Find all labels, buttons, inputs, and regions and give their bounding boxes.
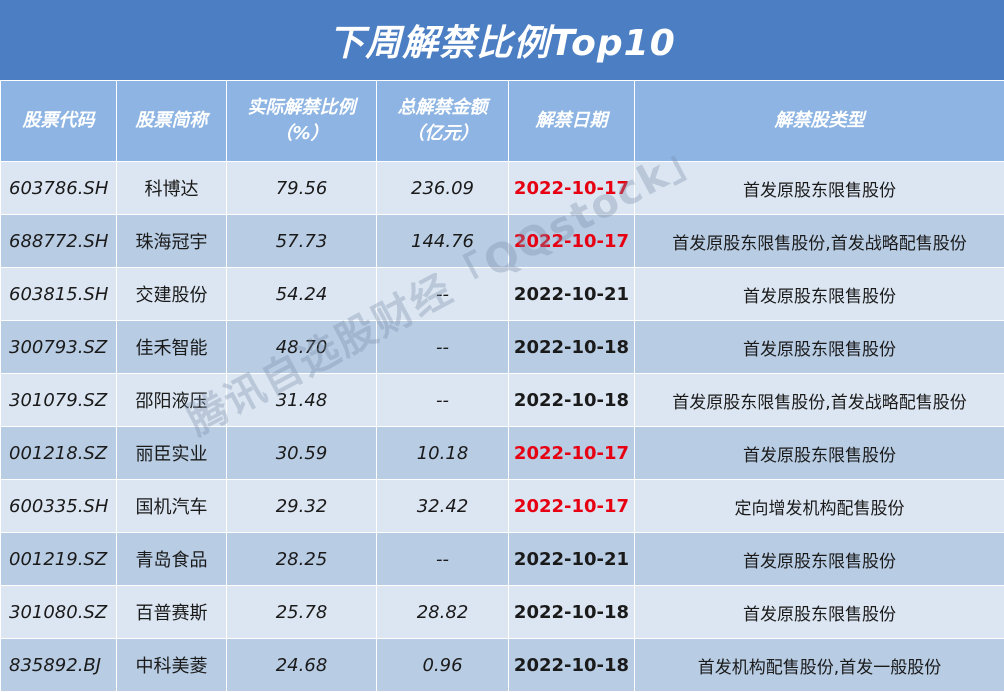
cell-code: 835892.BJ <box>1 639 117 692</box>
cell-name: 百普赛斯 <box>117 586 227 639</box>
cell-amount: 32.42 <box>377 480 509 533</box>
cell-ratio: 54.24 <box>227 268 377 321</box>
cell-date: 2022-10-17 <box>509 215 635 268</box>
cell-amount: -- <box>377 321 509 374</box>
header-ratio-line1: 实际解禁比例 <box>227 95 376 121</box>
cell-amount: 28.82 <box>377 586 509 639</box>
cell-date: 2022-10-17 <box>509 480 635 533</box>
cell-amount: 236.09 <box>377 162 509 215</box>
cell-type: 首发原股东限售股份 <box>635 268 1004 321</box>
cell-date: 2022-10-21 <box>509 533 635 586</box>
cell-ratio: 28.25 <box>227 533 377 586</box>
cell-name: 佳禾智能 <box>117 321 227 374</box>
cell-code: 001219.SZ <box>1 533 117 586</box>
cell-name: 青岛食品 <box>117 533 227 586</box>
cell-type: 首发原股东限售股份,首发战略配售股份 <box>635 374 1004 427</box>
header-code: 股票代码 <box>1 81 117 162</box>
cell-ratio: 31.48 <box>227 374 377 427</box>
table-header-row: 股票代码 股票简称 实际解禁比例 （%） 总解禁金额 （亿元） 解禁日期 解禁股… <box>1 81 1004 162</box>
cell-type: 首发原股东限售股份 <box>635 427 1004 480</box>
cell-code: 600335.SH <box>1 480 117 533</box>
cell-ratio: 30.59 <box>227 427 377 480</box>
cell-type: 首发机构配售股份,首发一般股份 <box>635 639 1004 692</box>
cell-name: 科博达 <box>117 162 227 215</box>
cell-code: 688772.SH <box>1 215 117 268</box>
header-name: 股票简称 <box>117 81 227 162</box>
cell-amount: -- <box>377 268 509 321</box>
cell-type: 首发原股东限售股份 <box>635 162 1004 215</box>
cell-date: 2022-10-17 <box>509 162 635 215</box>
header-amount-line2: （亿元） <box>377 121 508 147</box>
cell-amount: -- <box>377 533 509 586</box>
unlock-table: 股票代码 股票简称 实际解禁比例 （%） 总解禁金额 （亿元） 解禁日期 解禁股… <box>0 80 1004 692</box>
cell-code: 301079.SZ <box>1 374 117 427</box>
cell-date: 2022-10-17 <box>509 427 635 480</box>
cell-date: 2022-10-18 <box>509 321 635 374</box>
cell-ratio: 48.70 <box>227 321 377 374</box>
header-type: 解禁股类型 <box>635 81 1004 162</box>
cell-name: 丽臣实业 <box>117 427 227 480</box>
cell-name: 邵阳液压 <box>117 374 227 427</box>
cell-ratio: 24.68 <box>227 639 377 692</box>
cell-amount: 10.18 <box>377 427 509 480</box>
cell-amount: 144.76 <box>377 215 509 268</box>
cell-code: 603815.SH <box>1 268 117 321</box>
cell-date: 2022-10-18 <box>509 639 635 692</box>
cell-date: 2022-10-18 <box>509 374 635 427</box>
cell-amount: 0.96 <box>377 639 509 692</box>
cell-date: 2022-10-18 <box>509 586 635 639</box>
header-ratio-line2: （%） <box>227 121 376 147</box>
cell-code: 001218.SZ <box>1 427 117 480</box>
cell-name: 国机汽车 <box>117 480 227 533</box>
cell-name: 交建股份 <box>117 268 227 321</box>
header-ratio: 实际解禁比例 （%） <box>227 81 377 162</box>
header-date: 解禁日期 <box>509 81 635 162</box>
header-amount: 总解禁金额 （亿元） <box>377 81 509 162</box>
cell-type: 首发原股东限售股份 <box>635 533 1004 586</box>
cell-ratio: 25.78 <box>227 586 377 639</box>
cell-type: 首发原股东限售股份 <box>635 321 1004 374</box>
cell-type: 首发原股东限售股份 <box>635 586 1004 639</box>
cell-code: 300793.SZ <box>1 321 117 374</box>
cell-date: 2022-10-21 <box>509 268 635 321</box>
cell-name: 中科美菱 <box>117 639 227 692</box>
cell-ratio: 29.32 <box>227 480 377 533</box>
cell-name: 珠海冠宇 <box>117 215 227 268</box>
page-title: 下周解禁比例Top10 <box>328 14 676 66</box>
cell-type: 首发原股东限售股份,首发战略配售股份 <box>635 215 1004 268</box>
title-bar: 下周解禁比例Top10 <box>0 0 1004 80</box>
cell-type: 定向增发机构配售股份 <box>635 480 1004 533</box>
cell-code: 301080.SZ <box>1 586 117 639</box>
cell-ratio: 57.73 <box>227 215 377 268</box>
cell-amount: -- <box>377 374 509 427</box>
cell-ratio: 79.56 <box>227 162 377 215</box>
header-amount-line1: 总解禁金额 <box>377 95 508 121</box>
cell-code: 603786.SH <box>1 162 117 215</box>
